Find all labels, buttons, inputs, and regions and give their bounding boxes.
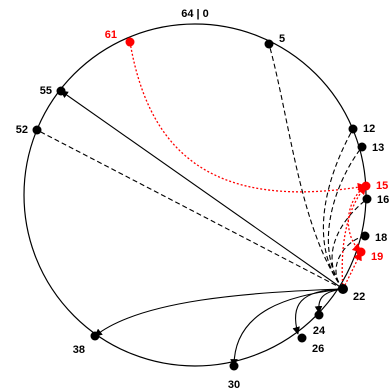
node-15-label: 15 — [376, 180, 388, 192]
edge-n22-n55-solid — [60, 90, 344, 290]
node-24-dot — [314, 310, 324, 320]
node-5-label: 5 — [279, 33, 285, 45]
node-26-dot — [297, 333, 307, 343]
node-19-dot — [356, 247, 366, 257]
edge-n22-n38-solid — [94, 288, 344, 337]
node-12-label: 12 — [363, 123, 375, 135]
node-22-label: 22 — [353, 291, 365, 303]
node-13-dot — [357, 142, 367, 152]
node-24-label: 24 — [313, 325, 326, 337]
edge-n22-n26-solid — [292, 288, 344, 335]
node-18-dot — [360, 231, 370, 241]
edge-n22-n19-dotted — [342, 251, 362, 290]
node-30-label: 30 — [228, 379, 240, 391]
edge-n15-n19-dotted — [347, 185, 367, 253]
edge-n22-n18-dashed — [335, 235, 366, 290]
ring-origin-label: 64 | 0 — [181, 8, 209, 20]
edge-n22-n12-dashed — [322, 128, 354, 290]
edge-n22-n30-solid — [230, 288, 344, 367]
node-18-label: 18 — [375, 232, 387, 244]
node-16-dot — [362, 194, 372, 204]
node-61-dot — [125, 37, 135, 47]
node-19-label: 19 — [371, 251, 383, 263]
node-26-label: 26 — [312, 343, 324, 355]
node-5-dot — [264, 39, 274, 49]
node-13-label: 13 — [372, 142, 384, 154]
edge-n22-n52-dashed — [36, 129, 344, 290]
node-38-dot — [90, 331, 100, 341]
node-15-dot — [361, 181, 371, 191]
edge-n61-n15-dotted — [129, 41, 367, 193]
edges-layer — [36, 41, 368, 367]
edge-n22-n24-solid — [314, 288, 344, 314]
node-61-label: 61 — [105, 29, 117, 41]
node-16-label: 16 — [377, 194, 389, 206]
edge-n22-n15-dotted — [341, 185, 367, 290]
node-55-label: 55 — [40, 85, 52, 97]
edge-n22-n5-dashed — [268, 43, 344, 290]
node-12-dot — [348, 124, 358, 134]
node-38-label: 38 — [73, 344, 85, 356]
node-22-dot — [338, 284, 348, 294]
node-55-dot — [56, 86, 66, 96]
node-52-label: 52 — [16, 124, 28, 136]
edge-n22-n13-dashed — [327, 146, 363, 290]
node-30-dot — [229, 361, 239, 371]
node-52-dot — [32, 125, 42, 135]
